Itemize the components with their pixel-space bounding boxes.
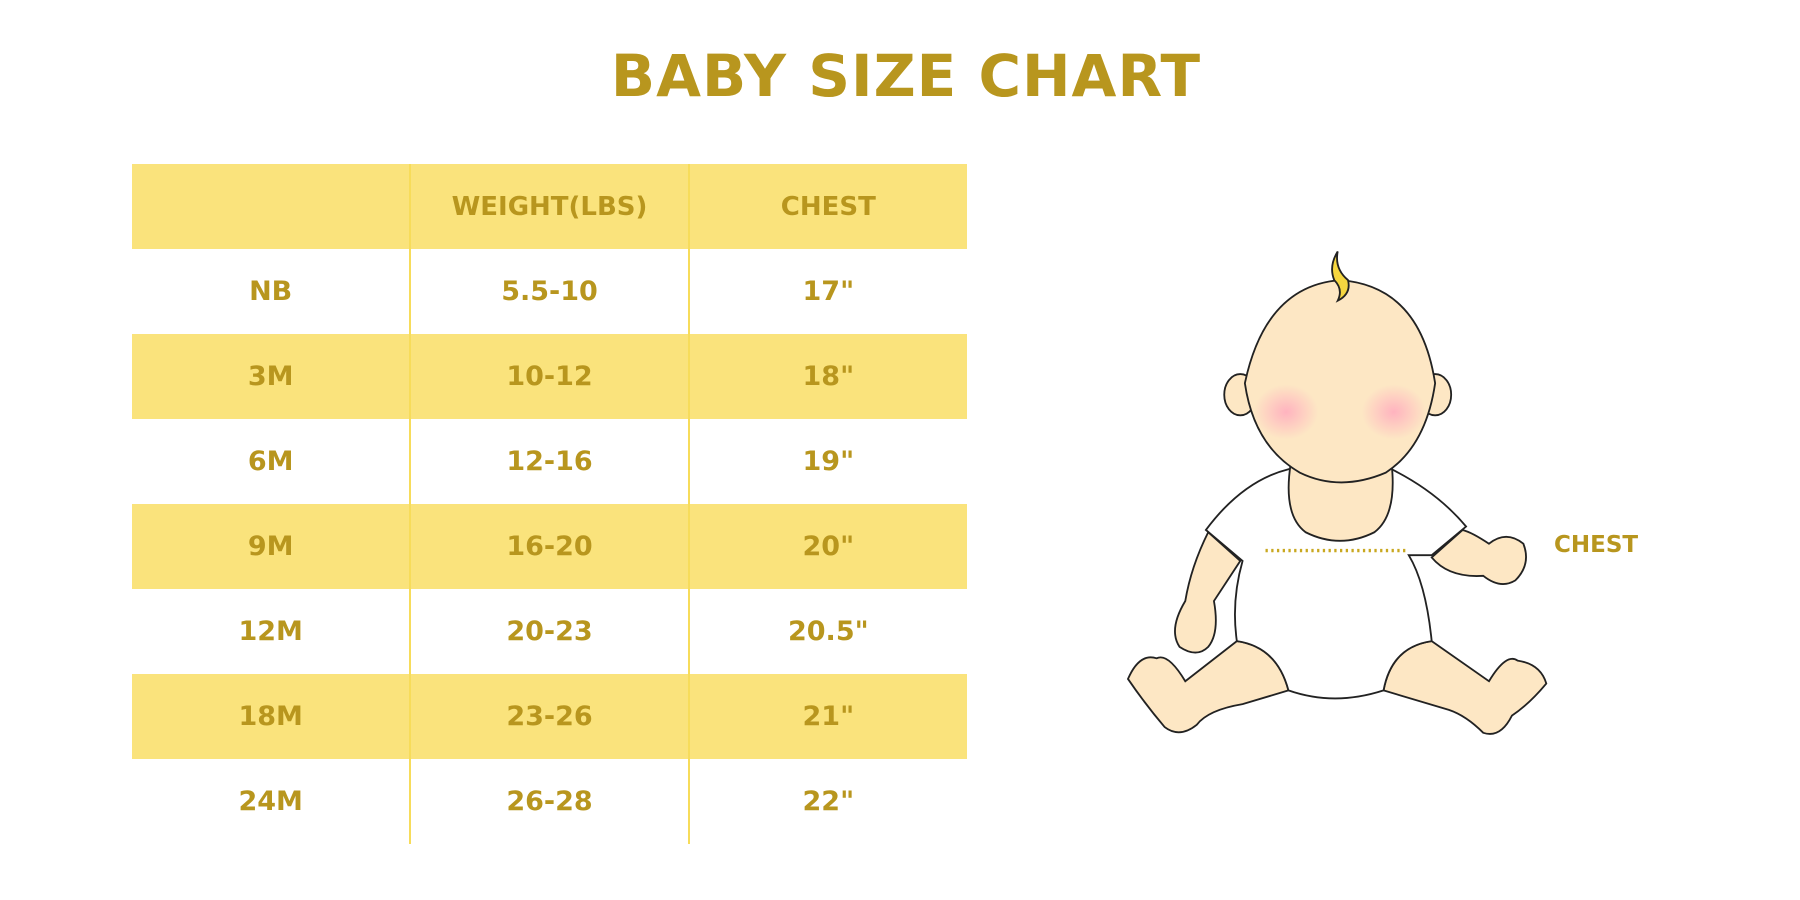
header-chest: CHEST bbox=[780, 191, 876, 222]
baby-illustration bbox=[1126, 250, 1548, 735]
weight-cell: 20-23 bbox=[410, 589, 690, 674]
weight-cell: 23-26 bbox=[410, 674, 690, 759]
right-arm bbox=[1430, 528, 1527, 585]
size-cell: 24M bbox=[132, 759, 412, 844]
chest-cell: 17" bbox=[802, 276, 855, 307]
weight-cell: 5.5-10 bbox=[410, 249, 690, 334]
weight-cell: 26-28 bbox=[410, 759, 690, 844]
chest-cell: 20.5" bbox=[787, 616, 869, 647]
chest-cell: 21" bbox=[802, 701, 855, 732]
chest-cell: 22" bbox=[802, 786, 855, 817]
table-row: 18M 23-26 21" bbox=[132, 674, 967, 759]
weight-cell: 12-16 bbox=[410, 419, 690, 504]
body bbox=[1204, 468, 1468, 700]
size-cell: 18M bbox=[132, 674, 412, 759]
table-row: 6M 12-16 19" bbox=[132, 419, 967, 504]
table-row: 9M 16-20 20" bbox=[132, 504, 967, 589]
right-leg bbox=[1382, 640, 1548, 735]
header-size bbox=[132, 164, 412, 249]
table-row: 24M 26-28 22" bbox=[132, 759, 967, 844]
chest-label: CHEST bbox=[1554, 532, 1639, 558]
head bbox=[1243, 279, 1437, 484]
size-cell: NB bbox=[132, 249, 412, 334]
header-weight: WEIGHT(LBS) bbox=[410, 164, 690, 249]
size-cell: 9M bbox=[132, 504, 412, 589]
neck bbox=[1287, 462, 1394, 542]
size-cell: 12M bbox=[132, 589, 412, 674]
left-leg bbox=[1126, 640, 1290, 734]
chest-cell: 19" bbox=[802, 446, 855, 477]
table-row: 12M 20-23 20.5" bbox=[132, 589, 967, 674]
weight-cell: 10-12 bbox=[410, 334, 690, 419]
chest-cell: 20" bbox=[802, 531, 855, 562]
table-header-row: WEIGHT(LBS) CHEST bbox=[132, 164, 967, 249]
size-table: WEIGHT(LBS) CHEST NB 5.5-10 17" 3M 10-12 18" 6… bbox=[132, 164, 967, 844]
chest-cell: 18" bbox=[802, 361, 855, 392]
size-cell: 6M bbox=[132, 419, 412, 504]
page-title: BABY SIZE CHART bbox=[610, 42, 1202, 110]
weight-cell: 16-20 bbox=[410, 504, 690, 589]
size-cell: 3M bbox=[132, 334, 412, 419]
left-arm bbox=[1174, 530, 1242, 654]
table-row: 3M 10-12 18" bbox=[132, 334, 967, 419]
table-row: NB 5.5-10 17" bbox=[132, 249, 967, 334]
hair-curl bbox=[1331, 250, 1350, 303]
